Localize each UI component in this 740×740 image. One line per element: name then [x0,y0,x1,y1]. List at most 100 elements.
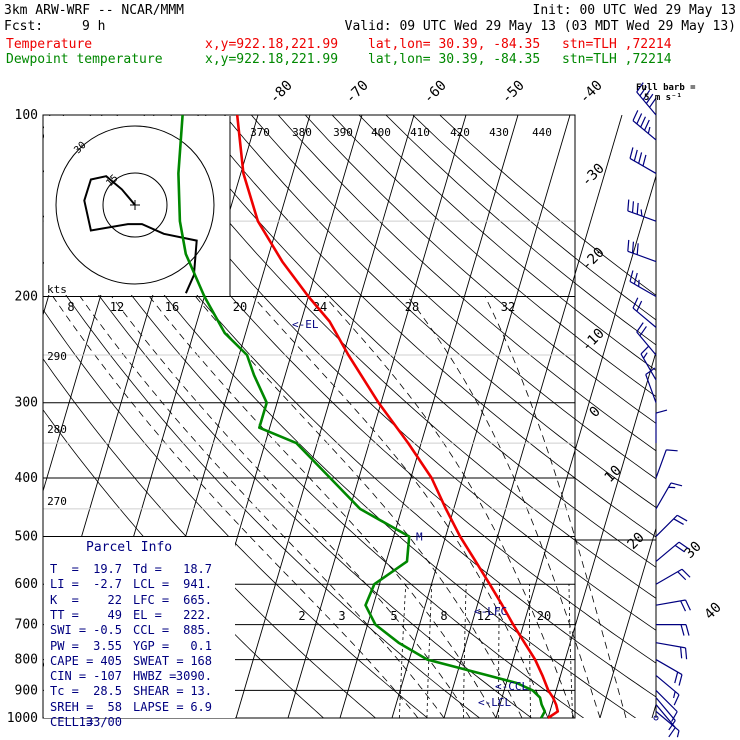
theta-label-3: 400 [371,126,391,139]
wind-barb-125 [629,147,657,174]
moist-adiabat [79,296,445,718]
parcel-row-6-col-0: CAPE = [50,653,94,668]
level-marker-lcl: <-LCL [478,696,511,709]
isotherm-label-12: 40 [702,600,725,623]
parcel-row-10-col-0: CELL = [50,715,94,729]
mixing-ratio-label-2: 2 [298,609,305,623]
level-marker-el: <-EL [292,318,319,331]
theta-label-4: 410 [410,126,430,139]
wind-barb-550 [655,541,689,562]
level-marker-lfc: <-LFC [474,605,507,618]
isotherm-label-11: 30 [682,539,705,562]
parcel-row-2-col-3: 665. [183,592,212,607]
parcel-row-0-col-3: 18.7 [183,562,212,576]
mixing-ratio-line [463,584,467,718]
hodograph-speed-tick-16: 16 [165,300,179,314]
parcel-row-9-col-2: LAPSE = [133,699,184,714]
wind-barb-600 [655,568,691,585]
parcel-row-1-col-2: LCL = [133,577,170,592]
dry-adiabat [331,115,656,398]
parcel-row-1-col-3: 941. [183,577,212,592]
parcel-row-6-col-3: 168 [190,653,212,668]
mixing-ratio-label-5: 5 [390,609,397,623]
pressure-label-500: 500 [15,529,38,544]
parcel-row-7-col-0: CIN = [50,669,87,684]
level-marker-ccl: <-CCL [495,680,528,693]
parcel-row-0-col-2: Td = [133,562,162,576]
theta-label-7: 440 [532,126,552,139]
wind-barb-350 [655,409,668,444]
parcel-row-0-col-0: T = [50,562,79,576]
wind-barb-250 [636,322,657,356]
mixing-ratio-label-3: 3 [338,609,345,623]
wind-barb-300 [645,367,657,403]
wind-barbs [627,82,691,738]
temperature-station: stn=TLH ,72214 [562,37,672,52]
parcel-row-9-col-1: 58 [107,699,122,714]
parcel-row-4-col-3: 885. [183,623,212,638]
pressure-label-200: 200 [15,290,38,305]
hodograph-speed-tick-24: 24 [313,300,327,314]
pressure-label-700: 700 [15,618,38,633]
isotherm [235,115,415,718]
dewpoint-trace [177,114,547,719]
parcel-row-8-col-3: 13. [190,684,212,699]
moist-adiabat [252,296,549,718]
dewpoint-station: stn=TLH ,72214 [562,52,672,67]
parcel-row-5-col-0: PW = [50,638,79,653]
isotherm-label-5: -30 [579,161,608,190]
mixing-ratio-line [426,584,433,718]
parcel-row-7-col-1: -107 [93,669,122,684]
hodograph-speed-tick-28: 28 [405,300,419,314]
temperature-trace [235,114,560,720]
parcel-row-2-col-1: 22 [107,592,122,607]
theta-label-10: 270 [47,495,67,508]
parcel-row-6-col-1: 405 [100,653,122,668]
parcel-row-2-col-2: LFC = [133,592,170,607]
isotherm-label-4: -40 [577,78,606,107]
wind-barb-400 [655,449,678,479]
mixing-ratio-label-12: 12 [477,609,491,623]
level-marker-m: M [416,530,423,543]
hodograph-speed-tick-20: 20 [233,300,247,314]
pressure-label-100: 100 [15,108,38,123]
mixing-ratio-label-20: 20 [537,609,551,623]
pressure-label-900: 900 [15,683,38,698]
pressure-label-1000: 1000 [7,711,38,726]
parcel-row-6-col-2: SWEAT = [133,653,184,668]
wind-barb-450 [655,482,683,510]
mixing-ratio-label-8: 8 [440,609,447,623]
plot-frame [42,114,576,719]
parcel-row-9-col-3: 6.9 [190,699,212,714]
parcel-row-4-col-0: SWI = [50,623,87,638]
hodograph-speed-tick-8: 8 [67,300,74,314]
theta-label-0: 370 [250,126,270,139]
isotherm [651,702,656,718]
diagram-grid: 100 200 300 400 500 600 700 800 900 1000 -80 -70 -60… [7,78,725,726]
wind-barb-110 [632,110,657,141]
isotherm [391,115,571,718]
isotherm [495,174,656,718]
dewpoint-xy: x,y=922.18,221.99 [205,52,339,67]
isotherm-label-10: 20 [625,530,648,553]
temperature-latlon: lat,lon= 30.39, -84.35 [368,37,541,52]
parcel-row-7-col-3: 3090. [175,669,212,684]
wind-barb-925 [655,697,676,731]
theta-label-9: 280 [47,423,67,436]
pressure-label-400: 400 [15,471,38,486]
wind-barb-150 [627,199,657,222]
dry-adiabat [412,115,656,321]
wind-barb-650 [655,599,691,612]
hodograph-ring-inner [102,172,168,238]
parcel-row-1-col-1: -2.7 [93,577,122,592]
theta-label-8: 290 [47,350,67,363]
dry-adiabat [197,115,656,538]
isotherm-label-3: -50 [499,78,528,107]
parcel-row-10-col-1: 133/00 [78,715,122,729]
parcel-row-3-col-3: 222. [183,607,212,622]
isotherm-label-1: -70 [343,78,372,107]
forecast-label: Fcst: [4,19,44,34]
parcel-row-2-col-0: K = [50,592,79,607]
